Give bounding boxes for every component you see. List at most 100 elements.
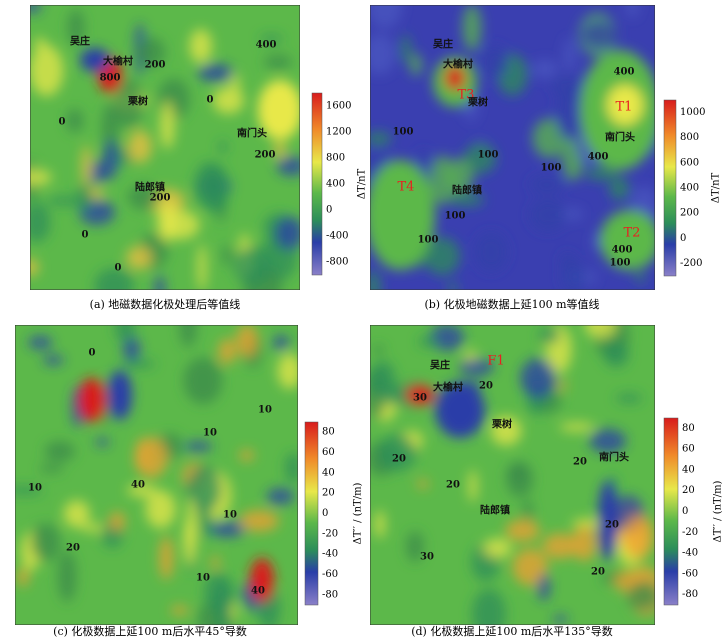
- contour-blob: [157, 200, 177, 242]
- contour-blob: [233, 246, 271, 285]
- map-label: 200: [145, 60, 166, 71]
- colorbar-label: ΔT′′ / (nT/m): [713, 480, 724, 542]
- contour-blob: [529, 198, 567, 232]
- map-label: 大榆村: [433, 381, 463, 394]
- contour-blob: [95, 437, 110, 447]
- contour-blob: [589, 428, 627, 454]
- colorbar-tick-label: -60: [682, 568, 698, 579]
- contour-blob: [482, 538, 512, 559]
- contour-blob: [471, 588, 507, 625]
- map-label: 南门头: [599, 451, 629, 464]
- contour-blob: [218, 140, 228, 154]
- contour-blob: [372, 344, 385, 355]
- contour-blob: [275, 216, 300, 250]
- map-label: 陆郎镇: [452, 184, 482, 197]
- contour-blob: [189, 29, 213, 64]
- colorbar-tick-label: 40: [682, 464, 695, 475]
- contour-blob: [66, 108, 84, 133]
- map-label: T3: [458, 88, 475, 103]
- map-label: 20: [446, 480, 460, 491]
- contour-blob: [30, 169, 52, 186]
- contour-blob: [42, 355, 64, 366]
- anomaly: [435, 382, 485, 438]
- contour-blob: [134, 437, 168, 478]
- colorbar-tick-label: 40: [322, 467, 335, 478]
- contour-blob: [474, 231, 508, 272]
- contour-blob: [585, 166, 618, 181]
- map-label: 0: [207, 95, 214, 106]
- contour-blob: [273, 335, 289, 351]
- contour-blob: [76, 183, 93, 212]
- anomaly: [80, 48, 110, 72]
- map-label: 陆郎镇: [480, 504, 510, 517]
- contour-blob: [81, 523, 105, 532]
- colorbar-tick-label: 1600: [326, 101, 351, 112]
- contour-blob: [370, 360, 396, 400]
- contour-blob: [30, 5, 42, 13]
- contour-blob: [30, 45, 64, 97]
- anomaly: [250, 558, 274, 602]
- anomaly: [258, 80, 300, 140]
- colorbar-label: ΔT/nT: [711, 172, 722, 203]
- map-label: 100: [610, 258, 631, 269]
- contour-blob: [184, 441, 213, 452]
- contour-blob: [218, 338, 236, 365]
- contour-blob: [537, 573, 551, 602]
- contour-blob: [555, 90, 584, 141]
- colorbar-tick-label: 800: [326, 153, 345, 164]
- colorbar-tick-label: -400: [326, 231, 348, 242]
- contour-blob: [120, 359, 156, 369]
- contour-blob: [405, 531, 425, 563]
- contour-blob: [448, 193, 485, 207]
- map-label: 100: [445, 211, 466, 222]
- contour-blob: [505, 519, 540, 542]
- map-label: 400: [588, 152, 609, 163]
- colorbar-tick-label: -200: [680, 258, 702, 269]
- anomaly: [370, 160, 435, 270]
- map-label: 40: [131, 480, 145, 491]
- colorbar-tick-label: 80: [322, 427, 335, 438]
- contour-blob: [418, 336, 439, 347]
- contour-blob: [424, 237, 461, 276]
- contour-blob: [17, 567, 29, 587]
- panel-caption: (c) 化极数据上延100 m后水平45°导数: [53, 624, 247, 638]
- map-label: 10: [28, 483, 42, 494]
- contour-blob: [170, 605, 189, 615]
- anomaly: [445, 66, 465, 90]
- contour-blob: [551, 75, 583, 98]
- contour-blob: [127, 130, 152, 164]
- colorbar-tick-label: -40: [322, 549, 338, 560]
- panel-caption: (a) 地磁数据化极处理后等值线: [90, 297, 241, 311]
- contour-blob: [88, 160, 108, 184]
- contour-blob: [448, 282, 458, 290]
- contour-blob: [239, 510, 279, 532]
- contour-blob: [531, 59, 559, 79]
- contour-blob: [615, 393, 643, 404]
- contour-blob: [160, 101, 175, 150]
- map-label: 栗树: [492, 418, 512, 431]
- map-label: 200: [255, 150, 276, 161]
- contour-map: [370, 5, 655, 290]
- contour-blob: [211, 555, 220, 569]
- contour-blob: [109, 511, 126, 531]
- colorbar-tick-label: 20: [322, 488, 335, 499]
- contour-blob: [378, 434, 417, 472]
- colorbar-tick-label: 60: [322, 447, 335, 458]
- colorbar-tick-label: -60: [322, 569, 338, 580]
- contour-blob: [127, 484, 157, 497]
- colorbar-tick-label: 200: [680, 208, 699, 219]
- map-label: 30: [420, 552, 434, 563]
- contour-map: [30, 5, 300, 290]
- contour-blob: [179, 325, 197, 348]
- map-label: 南门头: [605, 131, 635, 144]
- contour-blob: [47, 196, 84, 206]
- map-label: 10: [223, 510, 237, 521]
- colorbar-tick-label: 600: [680, 157, 699, 168]
- map-label: 吴庄: [430, 359, 450, 372]
- contour-blob: [239, 449, 255, 461]
- contour-blob: [30, 258, 39, 277]
